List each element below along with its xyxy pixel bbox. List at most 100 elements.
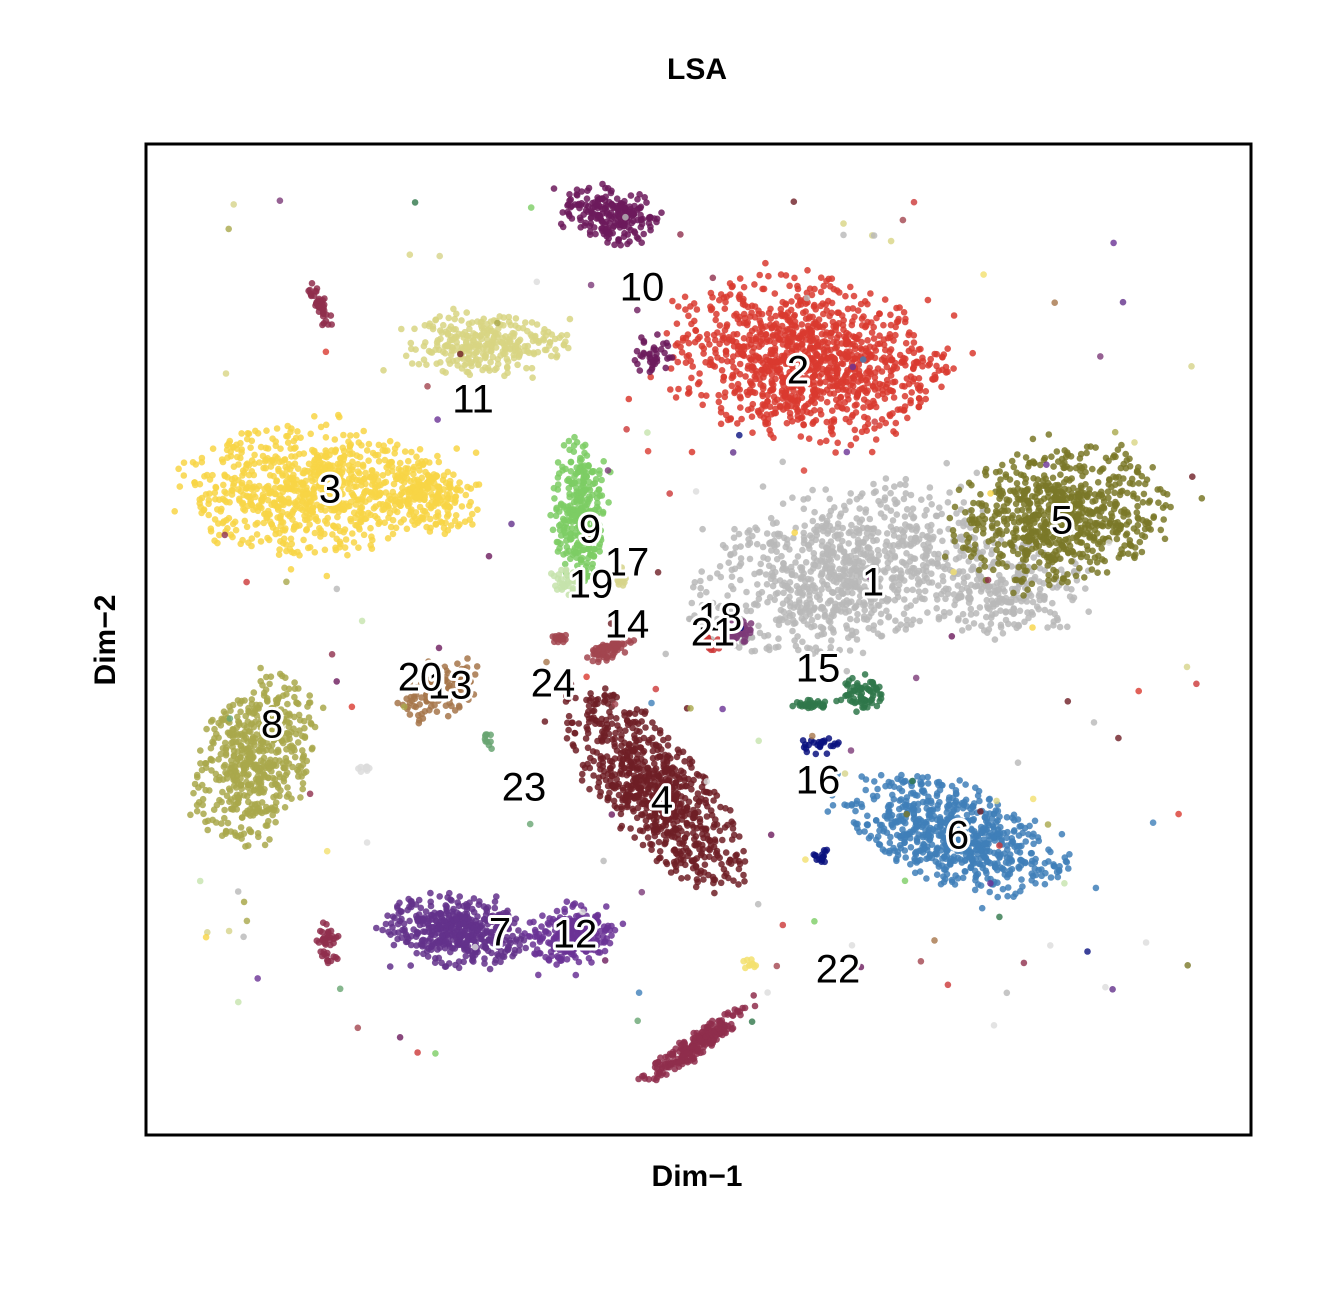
data-point-cluster-2: [808, 330, 815, 337]
data-point-cluster-2: [834, 366, 842, 373]
data-point-cluster-2: [749, 348, 756, 356]
data-point-cluster-1: [921, 587, 929, 595]
data-point-cluster-2: [721, 389, 729, 396]
data-point-cluster-1: [800, 505, 808, 513]
data-point-cluster-2: [749, 363, 756, 370]
data-point-cluster-5: [1130, 490, 1137, 498]
data-point-cluster-4: [671, 846, 679, 854]
data-point-cluster-1: [939, 537, 946, 545]
data-point-cluster-3: [252, 493, 259, 501]
data-point-cluster-5: [1138, 532, 1146, 539]
data-point-cluster-1: [936, 528, 944, 535]
data-point-cluster-5: [1089, 498, 1096, 505]
data-point-cluster-1: [1002, 594, 1010, 602]
data-point-cluster-1: [760, 554, 767, 561]
data-point-cluster-5: [1093, 530, 1101, 537]
data-point-cluster-5: [1045, 431, 1053, 438]
data-point-cluster-3: [271, 484, 279, 492]
data-point-cluster-5: [1054, 489, 1062, 496]
data-point-cluster-1: [935, 582, 942, 589]
data-point-cluster-1: [987, 620, 995, 627]
data-point-cluster-3: [432, 513, 440, 521]
data-point-cluster-1: [896, 481, 904, 488]
data-point-cluster-1: [768, 569, 776, 577]
data-point-cluster-5: [968, 507, 975, 514]
data-point-cluster-4: [619, 756, 627, 764]
data-point-cluster-2: [782, 331, 789, 339]
data-point-cluster-3: [300, 536, 307, 544]
data-point-cluster-3: [212, 484, 220, 492]
data-point-cluster-4: [625, 710, 633, 718]
data-point-cluster-2: [716, 322, 724, 329]
data-point-cluster-3: [359, 463, 367, 470]
data-point-cluster-1: [728, 573, 736, 580]
data-point-cluster-3: [391, 506, 398, 514]
data-point-cluster-5: [1050, 575, 1058, 583]
data-point-cluster-1: [835, 531, 842, 539]
data-point-cluster-5: [1089, 465, 1096, 473]
data-point-cluster-1: [697, 584, 704, 592]
data-point-cluster-5: [1012, 527, 1020, 535]
data-point-cluster-1: [870, 480, 877, 488]
data-point-cluster-4: [717, 803, 724, 811]
data-point-cluster-4: [681, 812, 688, 820]
data-point-cluster-1: [894, 625, 902, 632]
data-point-cluster-3: [277, 512, 285, 520]
data-point-cluster-3: [412, 514, 419, 522]
data-point-cluster-2: [844, 353, 852, 361]
data-point-cluster-4: [652, 741, 660, 748]
data-point-cluster-1: [790, 620, 798, 627]
data-point-cluster-2: [819, 338, 827, 346]
data-point-cluster-5: [1147, 526, 1154, 533]
data-point-cluster-1: [779, 616, 786, 624]
data-point-cluster-3: [413, 453, 420, 461]
data-point-cluster-4: [571, 730, 579, 737]
data-point-cluster-1: [999, 630, 1007, 637]
data-point-cluster-2: [685, 312, 692, 320]
data-point-cluster-3: [176, 483, 184, 490]
data-point-cluster-5: [1031, 459, 1038, 467]
data-point-cluster-1: [846, 559, 853, 567]
data-point-cluster-4: [640, 800, 648, 808]
data-point-cluster-4: [735, 881, 742, 888]
data-point-cluster-4: [694, 790, 702, 797]
data-point-cluster-4: [727, 860, 735, 867]
data-point-cluster-1: [775, 635, 782, 642]
data-point-cluster-3: [266, 472, 274, 479]
data-point-cluster-3: [361, 515, 369, 523]
data-point-cluster-5: [1096, 468, 1104, 475]
data-point-cluster-1: [787, 563, 795, 571]
data-point-cluster-3: [251, 451, 258, 459]
data-point-cluster-2: [818, 370, 825, 378]
data-point-cluster-4: [644, 834, 652, 841]
data-point-cluster-3: [209, 445, 217, 453]
data-point-cluster-2: [810, 418, 817, 426]
data-point-cluster-5: [1116, 479, 1123, 487]
data-point-cluster-3: [418, 474, 426, 482]
data-point-cluster-4: [611, 740, 618, 748]
data-point-cluster-1: [889, 517, 897, 524]
data-point-cluster-1: [861, 606, 868, 614]
data-point-cluster-3: [290, 526, 298, 533]
data-point-cluster-3: [349, 450, 356, 458]
data-point-cluster-4: [649, 734, 656, 742]
data-point-cluster-1: [936, 504, 943, 512]
data-point-cluster-2: [794, 285, 802, 293]
data-point-cluster-5: [1163, 491, 1171, 498]
data-point-cluster-1: [901, 513, 909, 520]
data-point-cluster-5: [1011, 576, 1019, 584]
data-point-cluster-2: [713, 310, 720, 318]
data-point-cluster-2: [772, 312, 779, 320]
data-point-cluster-5: [1073, 516, 1081, 524]
data-point-cluster-3: [398, 490, 406, 497]
data-point-cluster-2: [675, 385, 682, 393]
data-point-cluster-2: [736, 393, 744, 400]
data-point-cluster-3: [408, 448, 415, 456]
data-point-cluster-4: [688, 764, 695, 771]
data-point-cluster-2: [819, 300, 826, 307]
data-point-cluster-5: [990, 566, 997, 574]
data-point-cluster-3: [288, 510, 296, 518]
data-point-cluster-4: [575, 720, 583, 727]
data-point-cluster-3: [230, 482, 237, 490]
data-point-cluster-1: [1002, 579, 1009, 587]
